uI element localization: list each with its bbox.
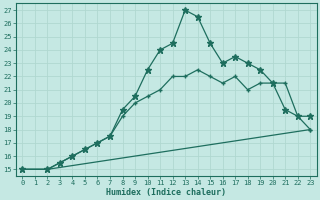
X-axis label: Humidex (Indice chaleur): Humidex (Indice chaleur): [106, 188, 226, 197]
